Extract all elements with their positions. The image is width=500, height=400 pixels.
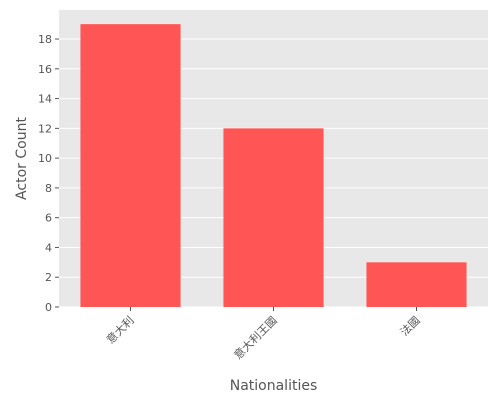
- x-tick-label: 法國: [397, 313, 422, 338]
- x-axis-title: Nationalities: [230, 378, 318, 394]
- y-tick-label: 4: [45, 241, 52, 254]
- y-tick-label: 10: [38, 152, 52, 165]
- x-tick-label: 意大利王國: [231, 313, 280, 362]
- bars: [80, 24, 467, 308]
- bar: [80, 24, 181, 308]
- x-tick-label: 意大利: [103, 313, 136, 346]
- bar: [366, 262, 467, 307]
- y-tick-label: 6: [45, 212, 52, 225]
- y-tick-label: 2: [45, 271, 52, 284]
- x-axis-ticks: 意大利 意大利王國 法國: [103, 307, 423, 362]
- y-axis-title: Actor Count: [14, 117, 30, 200]
- y-tick-label: 18: [38, 33, 52, 46]
- y-tick-label: 14: [38, 93, 52, 106]
- y-axis-ticks: 0 2 4 6 8 10 12 14 16 18: [38, 33, 59, 314]
- bar: [223, 128, 324, 307]
- y-tick-label: 16: [38, 63, 52, 76]
- y-tick-label: 8: [45, 182, 52, 195]
- y-tick-label: 0: [45, 301, 52, 314]
- y-tick-label: 12: [38, 122, 52, 135]
